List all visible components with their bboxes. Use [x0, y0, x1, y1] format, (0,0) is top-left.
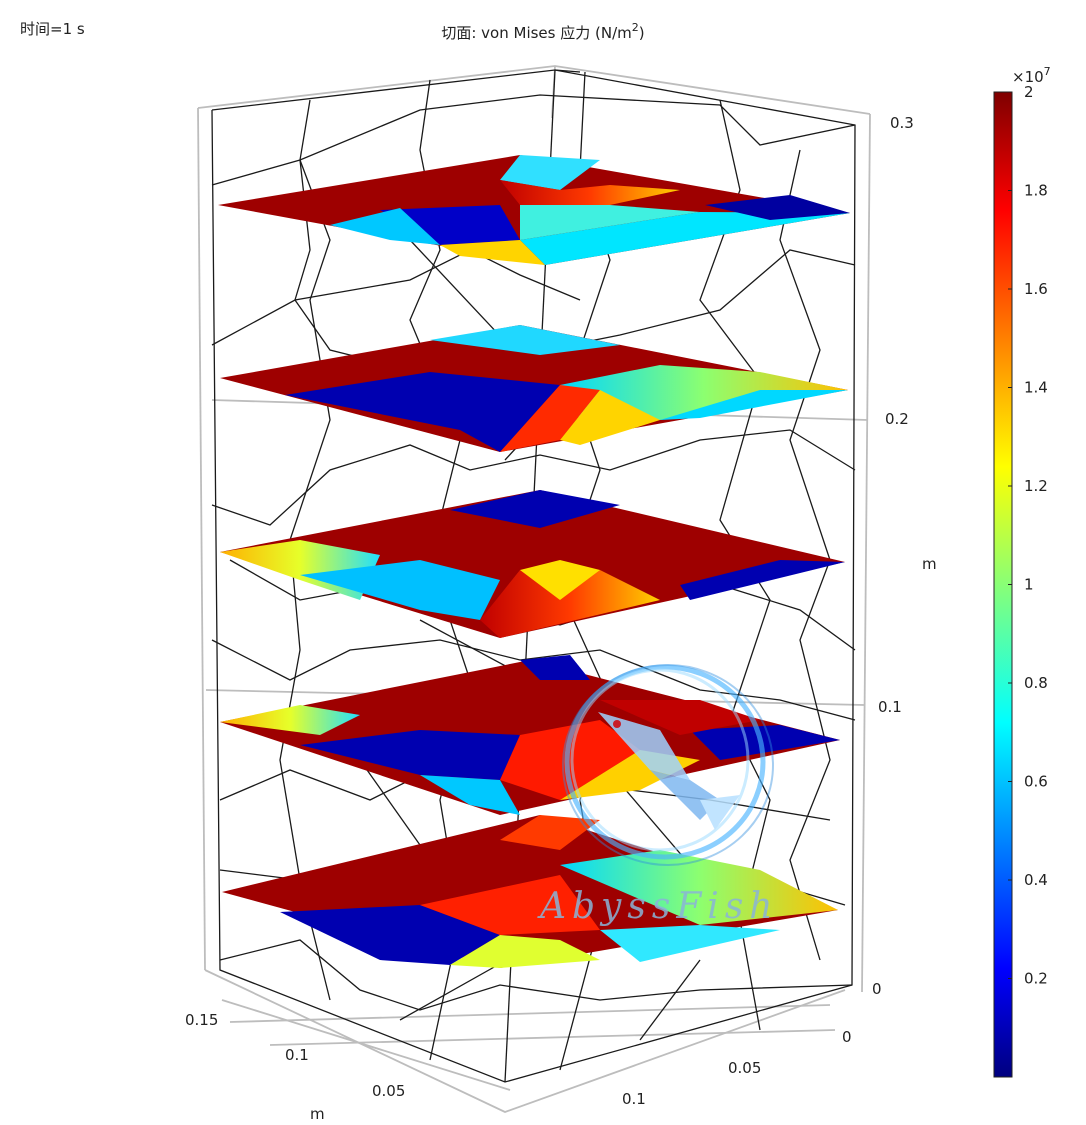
y-axis: 0.15 0.1 0.05 m [185, 1011, 405, 1123]
colorbar-tick-label: 0.4 [1024, 871, 1048, 889]
y-tick-label: 0.1 [285, 1046, 309, 1064]
x-axis: 0 0.05 0.1 [622, 1028, 852, 1108]
x-tick-label: 0.05 [728, 1059, 761, 1077]
colorbar-tick-label: 1.2 [1024, 477, 1048, 495]
y-axis-unit: m [310, 1105, 325, 1123]
z-axis-unit: m [922, 555, 937, 573]
y-tick-label: 0.15 [185, 1011, 218, 1029]
slice-1 [218, 155, 850, 265]
x-tick-label: 0 [842, 1028, 852, 1046]
slice-2 [220, 325, 848, 452]
colorbar-tick-label: 0.6 [1024, 773, 1048, 791]
z-axis: 0.3 0.2 0.1 0 m [872, 114, 937, 998]
slice-4 [220, 655, 840, 815]
colorbar-tick-label: 1.4 [1024, 379, 1048, 397]
colorbar: ×107 2 1.8 1.6 1.4 1.2 1 0.8 0.6 0.4 0.2 [993, 65, 1051, 1078]
time-label: 时间=1 s [20, 20, 85, 38]
colorbar-exponent: ×107 [1012, 65, 1051, 86]
colorbar-tick-label: 1.6 [1024, 280, 1048, 298]
colorbar-tick-label: 2 [1024, 83, 1034, 101]
colorbar-tick-label: 1 [1024, 576, 1034, 594]
fish-logo-icon [598, 712, 690, 780]
abyssfish-watermark: AbyssFish [537, 664, 778, 927]
z-tick-label: 0.1 [878, 698, 902, 716]
colorbar-tick-label: 0.2 [1024, 970, 1048, 988]
z-tick-label: 0.3 [890, 114, 914, 132]
plot-title: 切面: von Mises 应力 (N/m2) [441, 21, 644, 42]
x-tick-label: 0.1 [622, 1090, 646, 1108]
slice-5 [222, 815, 838, 968]
slice-3 [220, 490, 845, 638]
watermark-text: AbyssFish [537, 886, 778, 927]
y-tick-label: 0.05 [372, 1082, 405, 1100]
colorbar-tick-label: 1.8 [1024, 182, 1048, 200]
z-tick-label: 0 [872, 980, 882, 998]
z-tick-label: 0.2 [885, 410, 909, 428]
colorbar-tick-label: 0.8 [1024, 674, 1048, 692]
